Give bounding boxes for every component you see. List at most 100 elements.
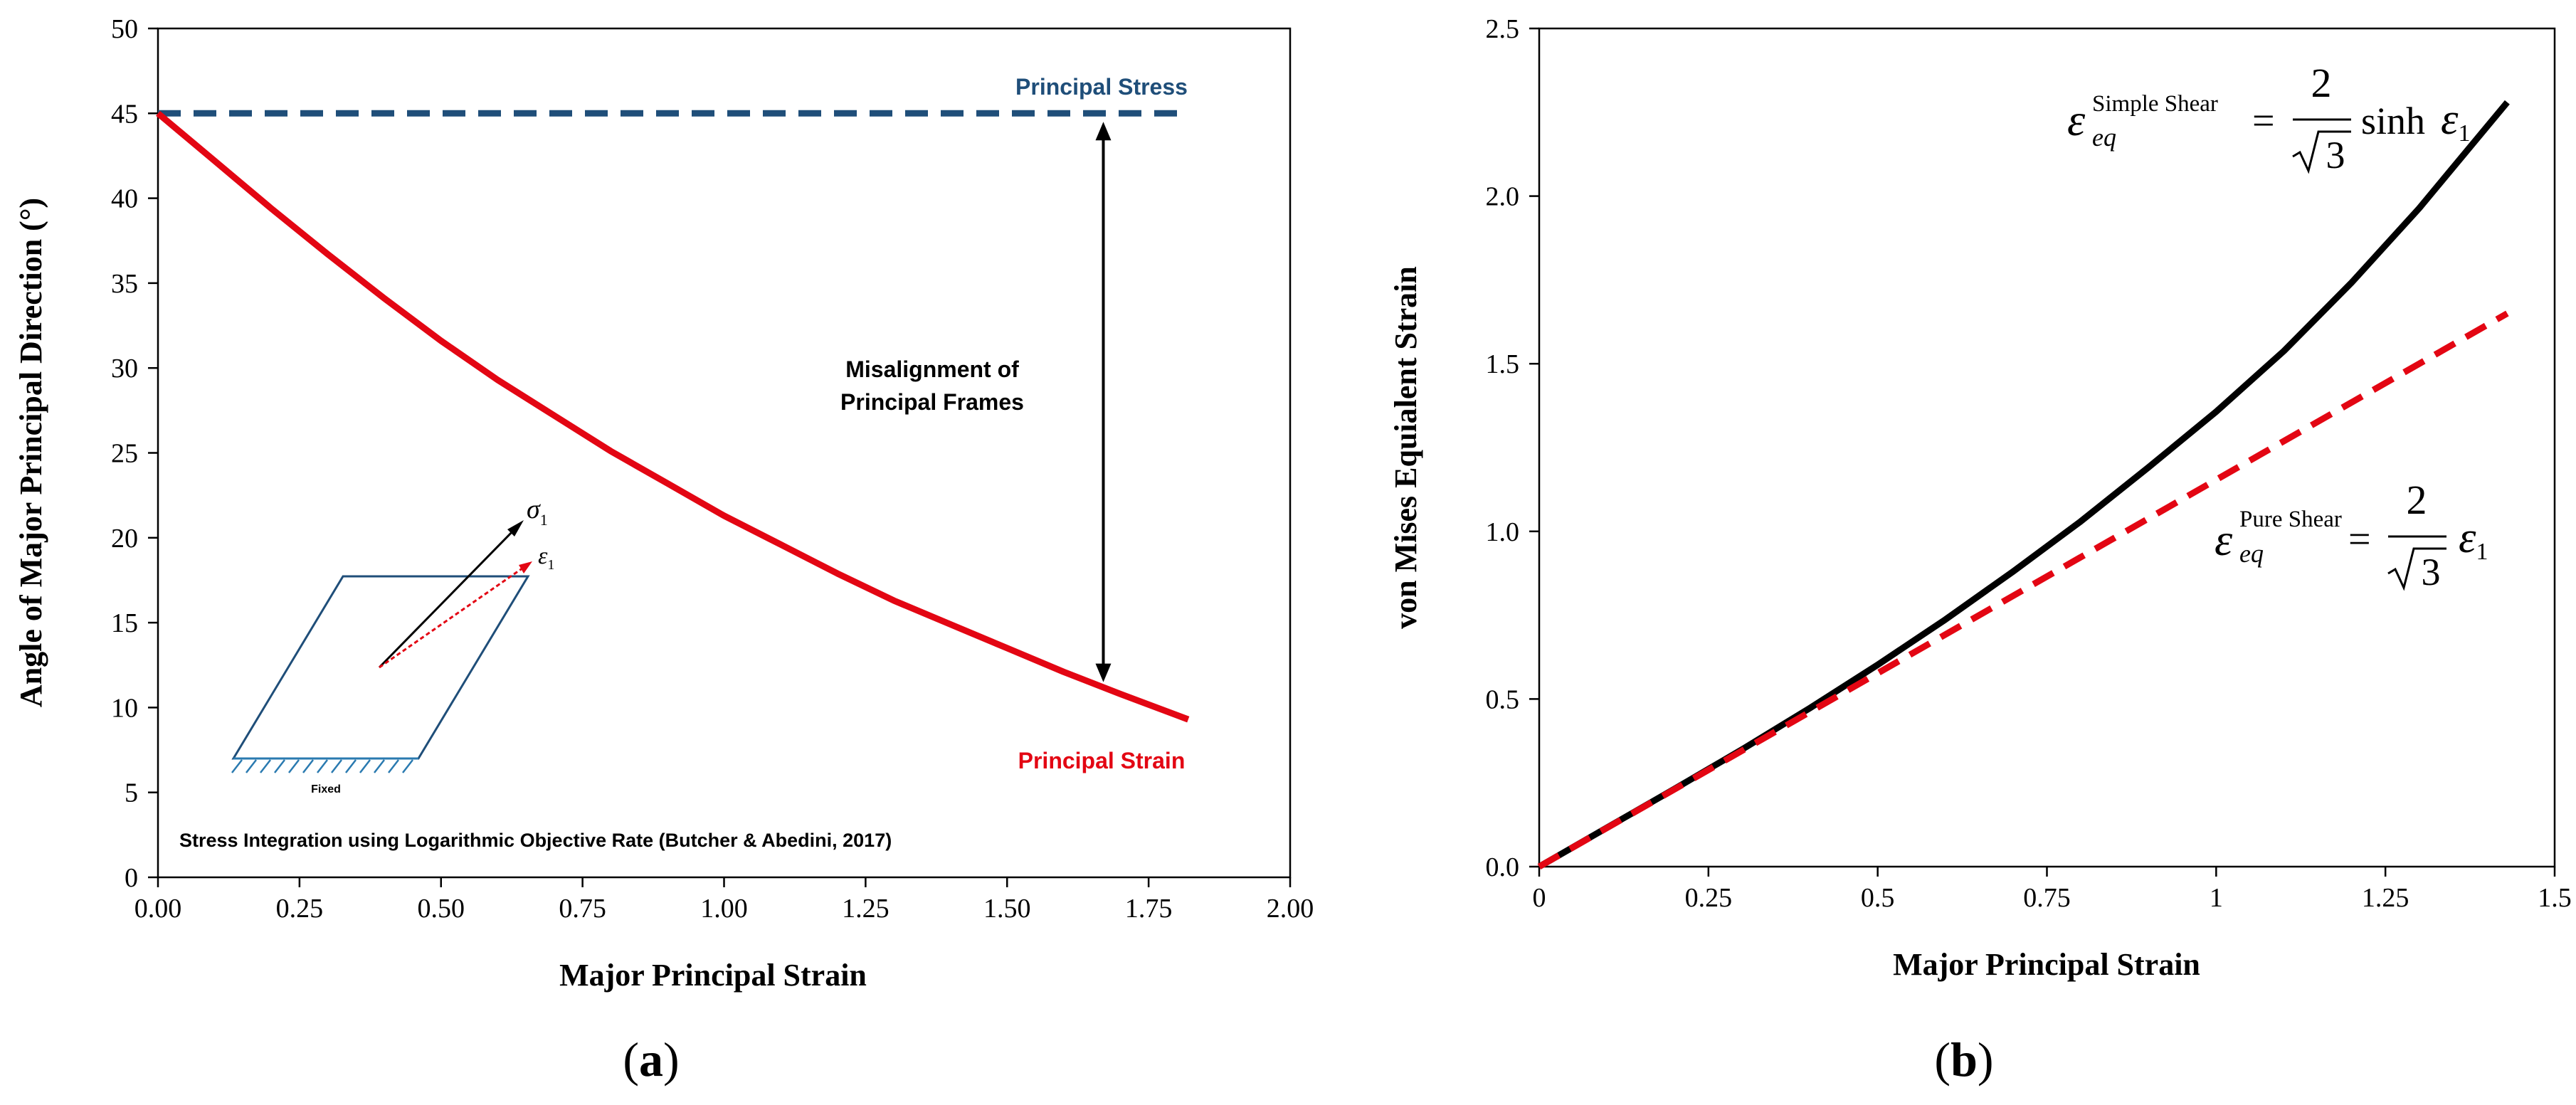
hatch-line (302, 759, 314, 773)
simple-shear-equation: ε Simple Shear eq = 2 3 sinh ε1 (2067, 60, 2470, 176)
panel-b-plot-frame (1538, 27, 2556, 868)
a-x-tick-label: 0.25 (276, 894, 324, 924)
hatch-line (317, 759, 328, 773)
b-x-tick-label: 0.25 (1685, 883, 1733, 913)
a-y-tick-label: 15 (111, 608, 138, 638)
a-y-tick-label: 20 (111, 524, 138, 554)
hatch-line (331, 759, 342, 773)
principal-strain-label: Principal Strain (1018, 748, 1186, 773)
a-y-tick-label: 40 (111, 184, 138, 214)
a-y-tick-label: 35 (111, 269, 138, 299)
a-x-tick-label: 1.25 (842, 894, 890, 924)
pure-shear-epsilon: ε (2215, 514, 2233, 565)
hatch-line (359, 759, 371, 773)
panel-a-x-axis-label: Major Principal Strain (559, 958, 867, 993)
sigma-arrowhead (507, 520, 524, 536)
b-y-tick-label: 0.5 (1486, 684, 1520, 714)
hatch-line (345, 759, 357, 773)
simple-shear-numerator: 2 (2311, 60, 2332, 106)
hatch-line (402, 759, 413, 773)
sheared-element-inset: Fixed σ1 ε1 (231, 495, 554, 795)
panel-a-label: (a) (623, 1032, 679, 1087)
b-x-tick-label: 0 (1533, 883, 1546, 913)
a-y-tick-label: 0 (125, 863, 138, 893)
b-x-tick-label: 1 (2210, 883, 2223, 913)
simple-shear-superscript: Simple Shear (2092, 91, 2218, 117)
a-x-tick-label: 0.00 (134, 894, 182, 924)
fixed-label: Fixed (311, 783, 341, 795)
principal-stress-label: Principal Stress (1015, 74, 1188, 100)
hatch-line (274, 759, 285, 773)
b-x-tick-label: 0.5 (1861, 883, 1895, 913)
simple-shear-sinh: sinh (2361, 100, 2425, 142)
panel-a-y-ticks: 0 5 10 15 20 25 30 35 40 45 50 (111, 14, 158, 893)
hatch-line (246, 759, 257, 773)
panel-b-x-ticks: 0 0.25 0.5 0.75 1 1.25 1.5 (1533, 867, 2572, 913)
b-x-tick-label: 1.25 (2362, 883, 2409, 913)
pure-shear-numerator: 2 (2407, 477, 2427, 523)
panel-a-x-ticks: 0.00 0.25 0.50 0.75 1.00 1.25 1.50 1.75 2.00 (134, 877, 1314, 924)
epsilon-1-label: ε1 (538, 543, 554, 573)
a-x-tick-label: 1.00 (700, 894, 748, 924)
a-y-tick-label: 45 (111, 99, 138, 129)
a-y-tick-label: 10 (111, 693, 138, 723)
hatch-line (374, 759, 385, 773)
epsilon-arrow-line (379, 565, 526, 669)
misalignment-label-line2: Principal Frames (840, 389, 1024, 415)
a-y-tick-label: 50 (111, 14, 138, 44)
b-series-1-line (1537, 310, 2509, 869)
b-series-0-line (1537, 100, 2510, 869)
a-x-tick-label: 1.50 (983, 894, 1031, 924)
hatch-line (288, 759, 300, 773)
a-series-1-line (156, 110, 1190, 723)
hatch-line (231, 759, 243, 773)
pure-shear-sqrt-sign (2387, 547, 2446, 591)
panel-b-label: (b) (1934, 1032, 1993, 1087)
b-y-tick-label: 0.0 (1486, 852, 1520, 882)
a-x-tick-label: 1.75 (1125, 894, 1173, 924)
pure-shear-equals: = (2348, 517, 2371, 561)
panel-a-footnote: Stress Integration using Logarithmic Obj… (179, 830, 892, 851)
simple-shear-tail-epsilon: ε1 (2441, 95, 2470, 147)
a-y-tick-label: 5 (125, 778, 138, 808)
pure-shear-denominator: 3 (2422, 551, 2441, 593)
a-x-tick-label: 0.75 (559, 894, 606, 924)
panel-b-y-ticks: 0.0 0.5 1.0 1.5 2.0 2.5 (1486, 14, 1539, 882)
pure-shear-equation: ε Pure Shear eq = 2 3 ε1 (2215, 477, 2488, 593)
hatch-line (260, 759, 271, 773)
sigma-1-label: σ1 (527, 495, 548, 529)
misalignment-arrowhead-top (1095, 122, 1112, 141)
sigma-arrow-line (378, 527, 517, 669)
fixed-support-hatch (231, 759, 413, 773)
misalignment-arrow (1095, 122, 1112, 682)
b-y-tick-label: 2.0 (1486, 182, 1520, 212)
epsilon-arrowhead (519, 561, 532, 573)
simple-shear-denominator: 3 (2326, 134, 2345, 176)
b-y-tick-label: 1.5 (1486, 349, 1520, 379)
panel-b-chart: 0 0.25 0.5 0.75 1 1.25 1.5 0.00.51.01.52.02.5 … (1388, 14, 2572, 1087)
b-y-tick-label: 2.5 (1486, 14, 1520, 44)
a-y-tick-label: 25 (111, 439, 138, 469)
a-x-tick-label: 2.00 (1267, 894, 1314, 924)
hatch-line (388, 759, 399, 773)
simple-shear-subscript: eq (2092, 123, 2116, 152)
panel-b-series (1537, 100, 2510, 869)
panel-a-y-axis-label: Angle of Major Principal Direction (°) (14, 198, 48, 707)
pure-shear-subscript: eq (2239, 539, 2264, 568)
panel-b-x-axis-label: Major Principal Strain (1893, 947, 2200, 982)
pure-shear-tail-epsilon: ε1 (2459, 514, 2488, 565)
simple-shear-epsilon: ε (2067, 95, 2086, 145)
panel-b-y-axis-label: von Mises Equialent Strain (1388, 266, 1423, 629)
misalignment-label-line1: Misalignment of (845, 356, 1019, 382)
simple-shear-sqrt-sign (2292, 130, 2351, 174)
pure-shear-superscript: Pure Shear (2239, 507, 2342, 532)
b-x-tick-label: 1.5 (2538, 883, 2572, 913)
b-x-tick-label: 0.75 (2023, 883, 2071, 913)
a-y-tick-label: 30 (111, 354, 138, 384)
panel-a-series (156, 110, 1190, 723)
panel-a-chart: 0.00 0.25 0.50 0.75 1.00 1.25 1.50 1.75 2.00 0 5 1… (14, 14, 1314, 1087)
misalignment-arrowhead-bottom (1095, 663, 1112, 682)
a-x-tick-label: 0.50 (418, 894, 465, 924)
simple-shear-equals: = (2252, 99, 2275, 143)
